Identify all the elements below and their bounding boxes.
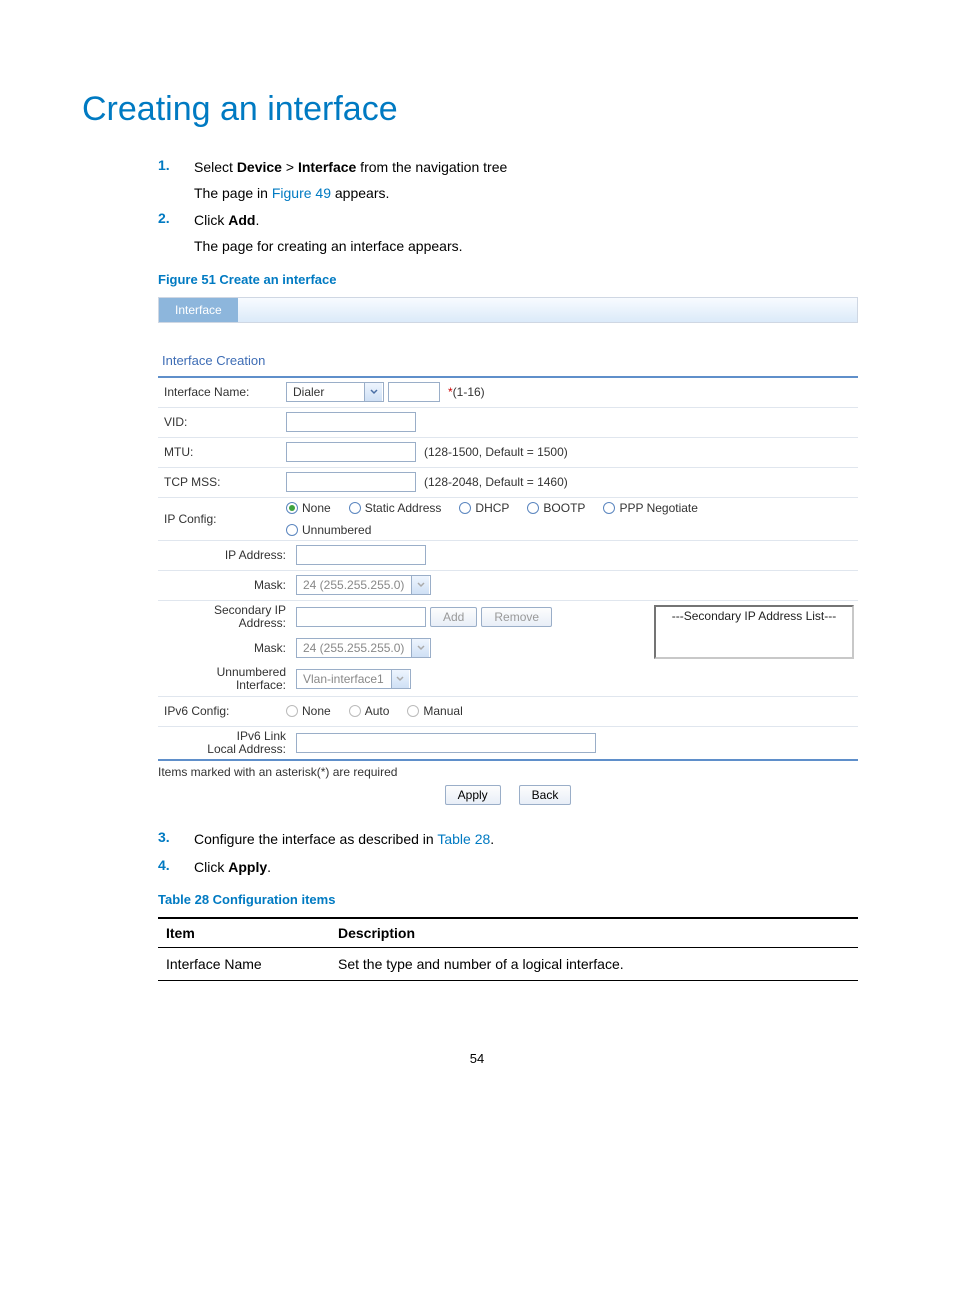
radio-icon xyxy=(286,502,298,514)
unnumbered-if-select[interactable]: Vlan-interface1 xyxy=(296,669,411,689)
vid-input[interactable] xyxy=(286,412,416,432)
radio-bootp[interactable]: BOOTP xyxy=(527,501,585,515)
radio-icon xyxy=(407,705,419,717)
tcp-mss-input[interactable] xyxy=(286,472,416,492)
radio-icon xyxy=(286,705,298,717)
mss-hint: (128-2048, Default = 1460) xyxy=(424,475,568,489)
radio-ppp-negotiate[interactable]: PPP Negotiate xyxy=(603,501,698,515)
label-ip-address: IP Address: xyxy=(158,548,296,562)
figure-caption: Figure 51 Create an interface xyxy=(158,272,872,287)
radio-icon xyxy=(459,502,471,514)
radio-ipv6-none[interactable]: None xyxy=(286,704,331,718)
label-mtu: MTU: xyxy=(158,445,286,459)
radio-icon xyxy=(286,524,298,536)
label-ipv6-config: IPv6 Config: xyxy=(158,704,286,718)
step-body: Configure the interface as described in … xyxy=(194,829,494,851)
ui-screenshot: Interface Interface Creation Interface N… xyxy=(158,297,858,805)
table-28: Item Description Interface Name Set the … xyxy=(158,917,858,981)
add-button[interactable]: Add xyxy=(430,607,477,627)
label-unnumbered-if: Unnumbered Interface: xyxy=(158,666,296,692)
radio-icon xyxy=(603,502,615,514)
back-button[interactable]: Back xyxy=(519,785,572,805)
ipv6-lla-input[interactable] xyxy=(296,733,596,753)
table-header-item: Item xyxy=(158,925,338,941)
radio-none[interactable]: None xyxy=(286,501,331,515)
step-body: Select Device > Interface from the navig… xyxy=(194,157,507,204)
table-row: Interface Name Set the type and number o… xyxy=(158,948,858,981)
step-number: 2. xyxy=(158,210,194,257)
label-ip-config: IP Config: xyxy=(158,512,286,526)
section-title: Interface Creation xyxy=(162,353,858,368)
radio-ipv6-manual[interactable]: Manual xyxy=(407,704,462,718)
chevron-down-icon xyxy=(391,670,409,688)
secondary-ip-input[interactable] xyxy=(296,607,426,627)
label-secondary-ip: Secondary IP Address: xyxy=(158,604,296,630)
chevron-down-icon xyxy=(411,639,429,657)
apply-button[interactable]: Apply xyxy=(445,785,501,805)
tab-interface[interactable]: Interface xyxy=(159,298,238,322)
interface-hint: (1-16) xyxy=(448,385,485,399)
radio-icon xyxy=(349,502,361,514)
radio-icon xyxy=(349,705,361,717)
chevron-down-icon xyxy=(364,383,382,401)
step-body: Click Add. The page for creating an inte… xyxy=(194,210,463,257)
ip-address-input[interactable] xyxy=(296,545,426,565)
radio-icon xyxy=(527,502,539,514)
label-ipv6-lla: IPv6 Link Local Address: xyxy=(158,730,296,756)
label-mask2: Mask: xyxy=(158,641,296,655)
page-number: 54 xyxy=(82,1051,872,1066)
table-caption: Table 28 Configuration items xyxy=(158,892,872,907)
page-title: Creating an interface xyxy=(82,90,872,129)
table-header-description: Description xyxy=(338,925,858,941)
mask-select[interactable]: 24 (255.255.255.0) xyxy=(296,575,431,595)
radio-dhcp[interactable]: DHCP xyxy=(459,501,509,515)
label-interface-name: Interface Name: xyxy=(158,385,286,399)
step-body: Click Apply. xyxy=(194,857,271,879)
label-mask: Mask: xyxy=(158,578,296,592)
form-box: Interface Name: Dialer (1-16) VID: MTU: … xyxy=(158,376,858,761)
link-table-28[interactable]: Table 28 xyxy=(437,831,490,847)
mtu-hint: (128-1500, Default = 1500) xyxy=(424,445,568,459)
label-vid: VID: xyxy=(158,415,286,429)
interface-type-select[interactable]: Dialer xyxy=(286,382,384,402)
steps-list-2: 3. Configure the interface as described … xyxy=(158,829,872,878)
radio-unnumbered[interactable]: Unnumbered xyxy=(286,523,371,537)
step-number: 1. xyxy=(158,157,194,204)
label-tcp-mss: TCP MSS: xyxy=(158,475,286,489)
chevron-down-icon xyxy=(411,576,429,594)
mask2-select[interactable]: 24 (255.255.255.0) xyxy=(296,638,431,658)
step-number: 4. xyxy=(158,857,194,879)
mtu-input[interactable] xyxy=(286,442,416,462)
remove-button[interactable]: Remove xyxy=(481,607,552,627)
steps-list: 1. Select Device > Interface from the na… xyxy=(158,157,872,258)
radio-ipv6-auto[interactable]: Auto xyxy=(349,704,390,718)
radio-static[interactable]: Static Address xyxy=(349,501,442,515)
tab-bar: Interface xyxy=(158,297,858,323)
secondary-ip-list[interactable]: ---Secondary IP Address List--- xyxy=(654,605,854,659)
interface-number-input[interactable] xyxy=(388,382,440,402)
step-number: 3. xyxy=(158,829,194,851)
required-note: Items marked with an asterisk(*) are req… xyxy=(158,765,858,779)
link-figure-49[interactable]: Figure 49 xyxy=(272,185,331,201)
